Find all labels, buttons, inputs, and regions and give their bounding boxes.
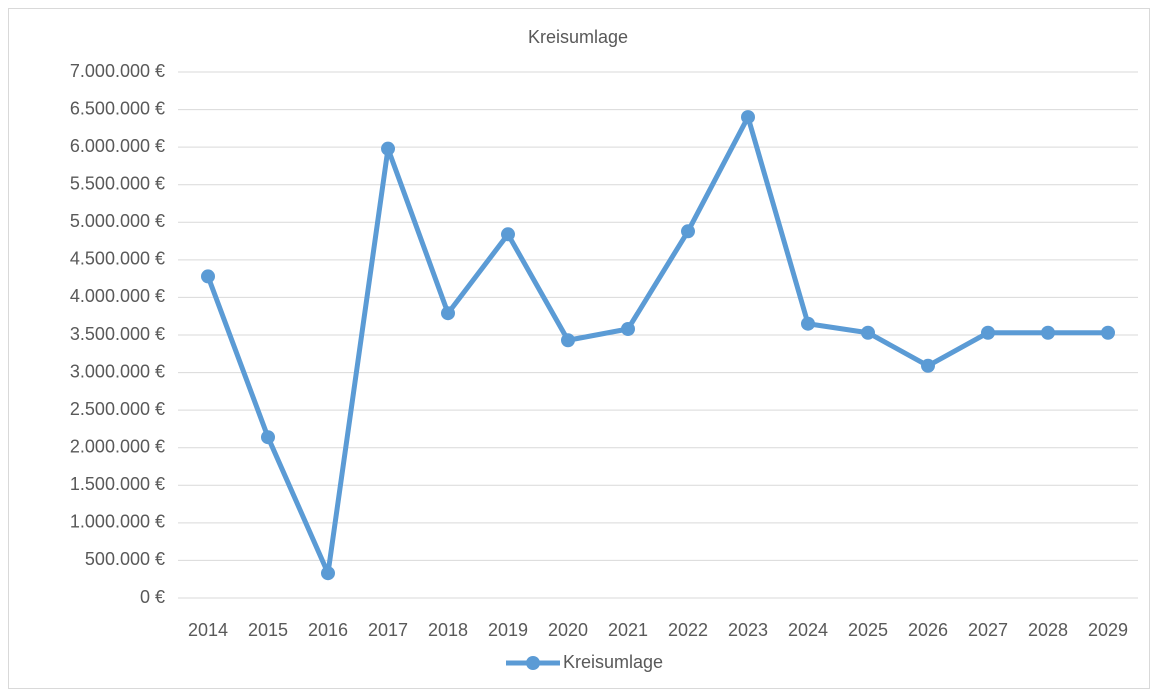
x-tick-label: 2021: [608, 620, 648, 640]
y-tick-label: 1.500.000 €: [70, 474, 165, 494]
y-tick-label: 500.000 €: [85, 549, 165, 569]
point: [261, 430, 275, 445]
x-tick-label: 2018: [428, 620, 468, 640]
point: [981, 325, 995, 340]
x-tick-label: 2028: [1028, 620, 1068, 640]
point: [501, 227, 515, 242]
y-tick-label: 4.500.000 €: [70, 249, 165, 269]
y-tick-label: 2.500.000 €: [70, 399, 165, 419]
y-tick-label: 5.500.000 €: [70, 173, 165, 193]
point: [321, 566, 335, 581]
y-tick-label: 7.000.000 €: [70, 61, 165, 81]
x-tick-label: 2022: [668, 620, 708, 640]
y-tick-label: 0 €: [140, 587, 165, 607]
x-tick-label: 2014: [188, 620, 228, 640]
x-tick-label: 2020: [548, 620, 588, 640]
x-tick-label: 2027: [968, 620, 1008, 640]
y-tick-label: 6.000.000 €: [70, 136, 165, 156]
point: [561, 333, 575, 348]
point: [741, 110, 755, 125]
x-tick-label: 2023: [728, 620, 768, 640]
x-tick-label: 2016: [308, 620, 348, 640]
point: [1041, 325, 1055, 340]
y-tick-label: 1.000.000 €: [70, 512, 165, 532]
y-tick-label: 4.000.000 €: [70, 286, 165, 306]
y-tick-label: 6.500.000 €: [70, 98, 165, 118]
point: [801, 316, 815, 331]
x-tick-label: 2015: [248, 620, 288, 640]
legend-label: Kreisumlage: [563, 652, 663, 672]
x-tick-label: 2029: [1088, 620, 1128, 640]
chart-border: [8, 8, 1150, 689]
chart-title: Kreisumlage: [528, 27, 628, 47]
y-tick-label: 2.000.000 €: [70, 436, 165, 456]
x-tick-label: 2019: [488, 620, 528, 640]
point: [861, 325, 875, 340]
x-tick-label: 2024: [788, 620, 828, 640]
point: [681, 224, 695, 239]
series-line: [205, 114, 1108, 576]
point: [201, 269, 215, 284]
y-tick-label: 3.500.000 €: [70, 324, 165, 344]
point: [921, 358, 935, 373]
legend-marker: [526, 656, 540, 670]
y-tick-label: 3.000.000 €: [70, 361, 165, 381]
x-tick-label: 2025: [848, 620, 888, 640]
point: [1101, 325, 1115, 340]
y-tick-label: 5.000.000 €: [70, 211, 165, 231]
point: [441, 306, 455, 321]
point: [381, 141, 395, 156]
point: [621, 321, 635, 336]
x-tick-label: 2017: [368, 620, 408, 640]
x-tick-label: 2026: [908, 620, 948, 640]
